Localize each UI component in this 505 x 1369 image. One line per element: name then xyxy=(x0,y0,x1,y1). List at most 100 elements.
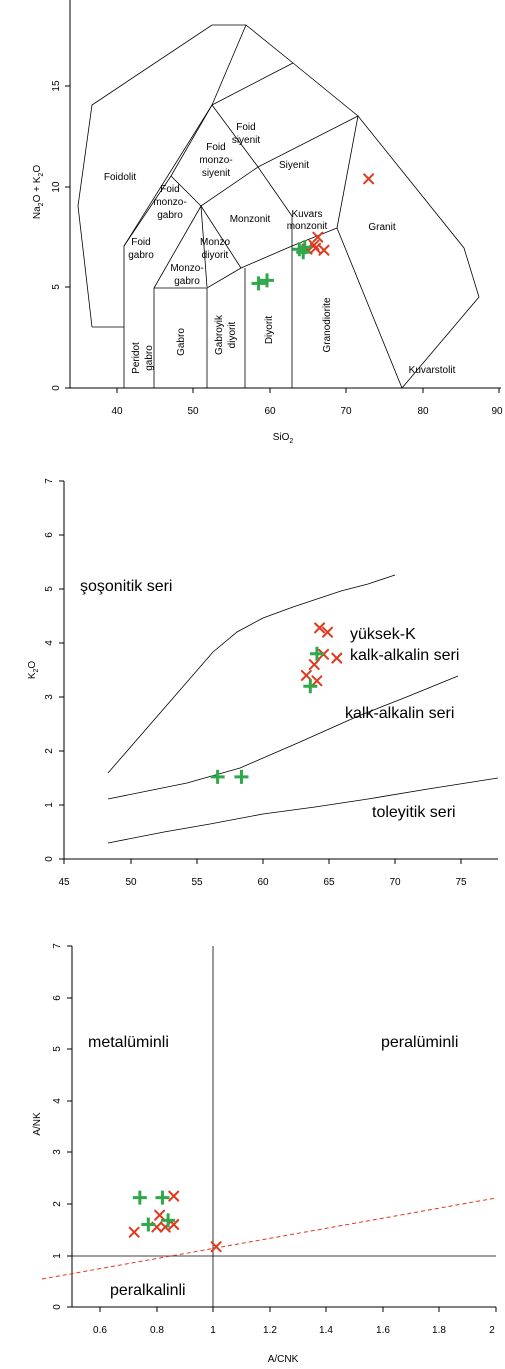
x-tick-label: 2 xyxy=(489,1325,495,1336)
x-tick-label: 80 xyxy=(417,406,429,417)
plus-marker xyxy=(234,769,249,784)
y-tick-label: 5 xyxy=(51,284,62,290)
field-label: metalüminli xyxy=(88,1034,169,1051)
x-tick-label: 50 xyxy=(187,406,199,417)
y-tick-label: 15 xyxy=(51,80,62,92)
y-ticks-1: 0 5 10 15 xyxy=(51,80,70,391)
cross-marker xyxy=(322,626,334,638)
x-tick-label: 60 xyxy=(264,406,276,417)
k2o-silica-diagram: 45 50 55 60 65 70 75 0 1 2 3 4 5 6 7 K2O… xyxy=(27,478,499,888)
plus-marker xyxy=(260,273,275,288)
x-tick-label: 50 xyxy=(125,877,137,888)
x-tick-label: 55 xyxy=(191,877,203,888)
x-tick-label: 1.2 xyxy=(263,1325,277,1336)
plus-marker xyxy=(251,276,266,291)
x-axis-title-3: A/CNK xyxy=(268,1354,299,1365)
y-tick-label: 7 xyxy=(52,943,63,949)
y-tick-label: 1 xyxy=(44,802,55,808)
field-label: Kuvarstolit xyxy=(409,365,456,376)
cross-marker xyxy=(308,659,320,671)
plus-marker xyxy=(210,769,225,784)
field-label: peralüminli xyxy=(381,1034,458,1051)
x-tick-label: 65 xyxy=(323,877,335,888)
plus-marker xyxy=(155,1190,170,1205)
plus-marker xyxy=(296,245,311,260)
cross-marker xyxy=(363,173,375,185)
cross-marker xyxy=(331,652,343,664)
cross-marker xyxy=(318,244,330,256)
peralkaline-boundary-line xyxy=(41,1197,497,1280)
y-tick-label: 1 xyxy=(52,1253,63,1259)
plus-marker xyxy=(303,679,318,694)
x-tick-label: 0.8 xyxy=(150,1325,164,1336)
field-label: şoşonitik seri xyxy=(80,578,172,595)
field-label: Foid monzo-siyenit xyxy=(199,142,232,179)
y-tick-label: 2 xyxy=(52,1201,63,1207)
field-label: Siyenit xyxy=(279,160,309,171)
field-label: yüksek-K xyxy=(350,626,416,643)
x-tick-label: 1.8 xyxy=(432,1325,446,1336)
x-tick-label: 70 xyxy=(389,877,401,888)
x-tick-label: 70 xyxy=(340,406,352,417)
field-label: Monzonit xyxy=(230,214,271,225)
plus-marker xyxy=(132,1190,147,1205)
y-axis-title-2: K2O xyxy=(27,661,40,680)
y-tick-label: 7 xyxy=(44,478,55,484)
x-tick-label: 1.4 xyxy=(319,1325,333,1336)
x-tick-label: 1 xyxy=(210,1325,216,1336)
y-tick-label: 3 xyxy=(44,694,55,700)
y-tick-label: 0 xyxy=(51,385,62,391)
x-tick-label: 90 xyxy=(491,406,503,417)
plus-marker xyxy=(309,646,324,661)
x-tick-label: 45 xyxy=(58,877,70,888)
y-tick-label: 5 xyxy=(52,1046,63,1052)
cross-marker xyxy=(314,622,326,634)
field-label: Monzo-gabro xyxy=(170,263,203,287)
y-tick-label: 10 xyxy=(51,181,62,193)
field-label: Foidolit xyxy=(104,172,136,183)
field-label: Foid siyenit xyxy=(232,122,261,146)
field-label: Gabroyik diyorit xyxy=(214,314,238,355)
x-ticks-1: 40 50 60 70 80 90 xyxy=(111,388,503,417)
field-label: toleyitik seri xyxy=(372,804,456,821)
cross-marker xyxy=(312,231,324,243)
field-label: Peridot gabro xyxy=(131,342,155,374)
field-label: kalk-alkalin seri xyxy=(350,647,459,664)
y-tick-label: 6 xyxy=(44,532,55,538)
y-tick-label: 0 xyxy=(44,856,55,862)
y-axis-title-3: A/NK xyxy=(32,1112,43,1136)
y-tick-label: 2 xyxy=(44,748,55,754)
y-ticks-2: 0 1 2 3 4 5 6 7 xyxy=(44,478,64,862)
y-ticks-3: 0 1 2 3 4 5 6 7 xyxy=(52,943,72,1310)
cross-marker xyxy=(311,675,323,687)
y-tick-label: 3 xyxy=(52,1149,63,1155)
x-tick-label: 1.6 xyxy=(376,1325,390,1336)
cross-marker xyxy=(210,1241,222,1253)
plus-marker xyxy=(161,1213,176,1228)
x-tick-label: 0.6 xyxy=(93,1325,107,1336)
y-tick-label: 6 xyxy=(52,995,63,1001)
field-label: kalk-alkalin seri xyxy=(345,705,454,722)
field-label: peralkalinli xyxy=(110,1282,186,1299)
y-tick-label: 4 xyxy=(52,1098,63,1104)
x-ticks-3: 0.6 0.8 1 1.2 1.4 1.6 1.8 2 xyxy=(93,1307,497,1336)
cross-marker xyxy=(128,1226,140,1238)
cross-marker xyxy=(168,1190,180,1202)
x-tick-label: 75 xyxy=(455,877,467,888)
field-label: Kuvars monzonit xyxy=(287,209,328,232)
field-label: Gabro xyxy=(176,328,187,356)
field-label: Monzo diyorit xyxy=(200,237,230,261)
cross-marker xyxy=(300,669,312,681)
x-tick-label: 40 xyxy=(111,406,123,417)
cross-marker xyxy=(310,242,322,254)
y-tick-label: 4 xyxy=(44,640,55,646)
tas-diagram: 40 50 60 70 80 90 0 5 10 15 SiO2 Na2O + … xyxy=(32,0,503,445)
x-axis-title-1: SiO2 xyxy=(273,432,294,445)
x-ticks-2: 45 50 55 60 65 70 75 xyxy=(58,859,467,888)
y-tick-label: 5 xyxy=(44,586,55,592)
y-tick-label: 0 xyxy=(52,1304,63,1310)
field-label: Granit xyxy=(368,222,395,233)
plus-marker xyxy=(141,1217,156,1232)
x-tick-label: 60 xyxy=(257,877,269,888)
field-label: Diyorit xyxy=(264,316,275,345)
